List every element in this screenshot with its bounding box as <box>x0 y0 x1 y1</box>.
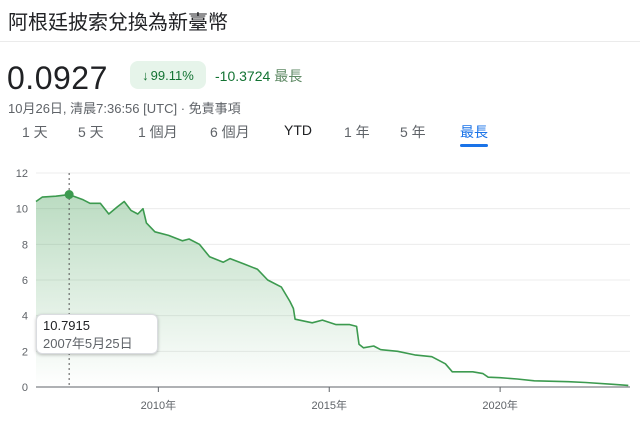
y-tick-label: 6 <box>22 275 28 287</box>
tab-max[interactable]: 最長 <box>460 124 488 147</box>
current-price: 0.0927 <box>7 60 108 96</box>
highlight-point <box>64 190 74 200</box>
tab-ytd[interactable]: YTD <box>284 122 312 138</box>
tab-1-month[interactable]: 1 個月 <box>138 124 178 140</box>
x-tick-label: 2015年 <box>311 398 346 412</box>
percent-change: 99.11% <box>150 67 194 83</box>
y-tick-label: 2 <box>22 346 28 358</box>
absolute-change: -10.3724 最長 <box>215 66 302 86</box>
disclaimer-link[interactable]: 免責事項 <box>188 101 241 116</box>
x-tick-label: 2010年 <box>141 398 176 412</box>
y-tick-label: 12 <box>16 168 28 180</box>
tab-1-day[interactable]: 1 天 <box>22 124 48 140</box>
x-tick-label: 2020年 <box>482 398 517 412</box>
chart-tooltip: 10.7915 2007年5月25日 <box>36 314 158 354</box>
tab-5-day[interactable]: 5 天 <box>78 124 104 140</box>
page-title: 阿根廷披索兌換為新臺幣 <box>8 12 228 34</box>
tab-5-year[interactable]: 5 年 <box>400 124 426 140</box>
tooltip-value: 10.7915 <box>43 318 90 333</box>
quote-meta: 10月26日, 清晨7:36:56 [UTC] · 免責事項 <box>8 98 241 117</box>
divider <box>0 41 640 42</box>
price-chart[interactable]: 0 2 4 6 8 10 12 2010年 2015年 2020年 <box>0 160 640 422</box>
tooltip-date: 2007年5月25日 <box>43 336 133 351</box>
series-line <box>35 193 629 387</box>
y-tick-label: 0 <box>22 382 28 394</box>
change-period: 最長 <box>274 68 303 84</box>
change-value: -10.3724 <box>215 68 271 84</box>
tab-1-year[interactable]: 1 年 <box>344 124 370 140</box>
y-tick-label: 8 <box>22 239 28 251</box>
tab-6-month[interactable]: 6 個月 <box>210 124 250 140</box>
arrow-down-icon: ↓ <box>142 67 149 83</box>
percent-change-badge: ↓ 99.11% <box>130 61 206 89</box>
area-fill <box>36 194 629 387</box>
separator: · <box>180 101 186 116</box>
timestamp: 10月26日, 清晨7:36:56 [UTC] <box>8 101 178 116</box>
y-tick-label: 10 <box>16 204 28 216</box>
y-tick-label: 4 <box>22 311 28 323</box>
